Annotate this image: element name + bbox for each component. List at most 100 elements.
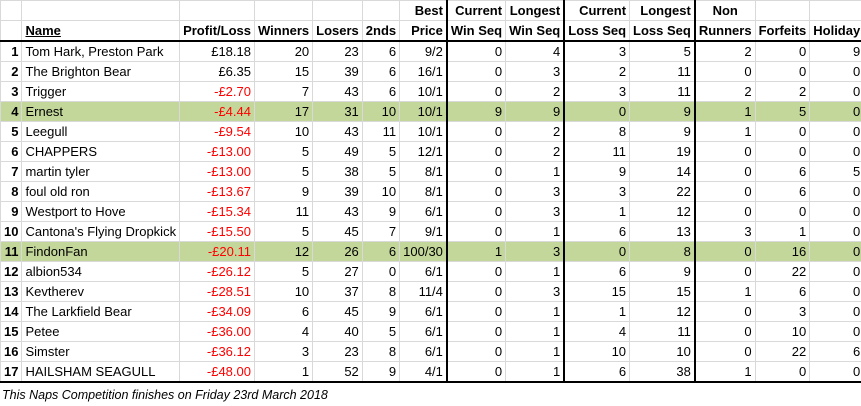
table-row: 3 Trigger -£2.70 7 43 6 10/1 0 2 3 11 2 2 0: [0, 81, 861, 102]
name-cell: Leegull: [21, 121, 181, 142]
table-row: 1 Tom Hark, Preston Park £18.18 20 23 6 9/2 0 4 3…: [0, 40, 861, 62]
best-price-cell: 8/1: [399, 181, 448, 202]
profit-loss-cell: -£2.70: [179, 81, 255, 102]
table-row: 17 HAILSHAM SEAGULL -£48.00 1 52 9 4/1 0 1 6 38 1 0 0: [0, 361, 861, 383]
name-cell: The Larkfield Bear: [21, 301, 181, 322]
rank-cell: 2: [0, 61, 23, 82]
winners-cell: 10: [253, 281, 314, 302]
rank-cell: 5: [0, 121, 23, 142]
header-cell: [809, 0, 861, 21]
current-loss-seq-cell: 1: [563, 301, 631, 322]
losers-cell: 23: [312, 341, 363, 362]
name-cell: Cantona's Flying Dropkick: [21, 221, 181, 242]
seconds-cell: 8: [361, 341, 401, 362]
header-best-top: Best: [399, 0, 448, 21]
holiday-cell: 0: [809, 301, 861, 322]
holiday-cell: 0: [809, 121, 861, 142]
losers-cell: 39: [312, 181, 363, 202]
holiday-cell: 0: [809, 321, 861, 342]
name-cell: Simster: [21, 341, 181, 362]
winners-cell: 5: [253, 221, 314, 242]
current-win-seq-cell: 0: [445, 361, 507, 383]
footer-note: This Naps Competition finishes on Friday…: [2, 388, 328, 402]
best-price-cell: 11/4: [399, 281, 448, 302]
current-win-seq-cell: 0: [445, 261, 507, 282]
holiday-cell: 0: [809, 81, 861, 102]
header-longest-win-top: Longest: [505, 0, 566, 21]
header-cell: [21, 0, 181, 21]
longest-win-seq-cell: 3: [505, 181, 566, 202]
holiday-cell: 6: [809, 341, 861, 362]
non-runners-cell: 0: [694, 141, 756, 162]
seconds-cell: 9: [361, 201, 401, 222]
seconds-cell: 0: [361, 261, 401, 282]
current-loss-seq-cell: 3: [563, 181, 631, 202]
forfeits-cell: 10: [754, 321, 811, 342]
current-win-seq-cell: 0: [445, 40, 507, 62]
seconds-cell: 9: [361, 361, 401, 383]
header-current-win-seq: Win Seq: [445, 20, 507, 42]
seconds-cell: 10: [361, 181, 401, 202]
holiday-cell: 0: [809, 201, 861, 222]
standings-table: Best Current Longest Current Longest Non…: [0, 0, 861, 383]
holiday-cell: 0: [809, 241, 861, 262]
longest-win-seq-cell: 1: [505, 301, 566, 322]
non-runners-cell: 0: [694, 321, 756, 342]
rank-cell: 8: [0, 181, 23, 202]
winners-cell: 1: [253, 361, 314, 383]
winners-cell: 3: [253, 341, 314, 362]
rank-cell: 17: [0, 361, 23, 383]
longest-win-seq-cell: 1: [505, 221, 566, 242]
holiday-cell: 0: [809, 101, 861, 122]
current-loss-seq-cell: 1: [563, 201, 631, 222]
profit-loss-cell: -£34.09: [179, 301, 255, 322]
forfeits-cell: 0: [754, 141, 811, 162]
profit-loss-cell: -£20.11: [179, 241, 255, 262]
forfeits-cell: 22: [754, 261, 811, 282]
winners-cell: 5: [253, 141, 314, 162]
header-rank: [0, 20, 23, 42]
rank-cell: 7: [0, 161, 23, 182]
losers-cell: 27: [312, 261, 363, 282]
best-price-cell: 9/2: [399, 40, 448, 62]
rank-cell: 14: [0, 301, 23, 322]
table-row: 7 martin tyler -£13.00 5 38 5 8/1 0 1 9 14 0 6 5: [0, 161, 861, 182]
forfeits-cell: 2: [754, 81, 811, 102]
profit-loss-cell: -£13.67: [179, 181, 255, 202]
current-loss-seq-cell: 15: [563, 281, 631, 302]
longest-loss-seq-cell: 9: [629, 121, 696, 142]
longest-loss-seq-cell: 8: [629, 241, 696, 262]
current-loss-seq-cell: 3: [563, 81, 631, 102]
holiday-cell: 0: [809, 61, 861, 82]
header-profit-loss: Profit/Loss: [179, 20, 255, 42]
forfeits-cell: 0: [754, 40, 811, 62]
header-longest-loss-top: Longest: [629, 0, 696, 21]
forfeits-cell: 6: [754, 181, 811, 202]
non-runners-cell: 0: [694, 181, 756, 202]
forfeits-cell: 6: [754, 161, 811, 182]
longest-loss-seq-cell: 12: [629, 301, 696, 322]
winners-cell: 15: [253, 61, 314, 82]
name-cell: Tom Hark, Preston Park: [21, 40, 181, 62]
winners-cell: 9: [253, 181, 314, 202]
best-price-cell: 10/1: [399, 101, 448, 122]
seconds-cell: 10: [361, 101, 401, 122]
longest-loss-seq-cell: 11: [629, 81, 696, 102]
header-losers: Losers: [312, 20, 363, 42]
longest-win-seq-cell: 2: [505, 81, 566, 102]
forfeits-cell: 1: [754, 221, 811, 242]
current-win-seq-cell: 0: [445, 341, 507, 362]
table-row: 12 albion534 -£26.12 5 27 0 6/1 0 1 6 9 0 22 0: [0, 261, 861, 282]
winners-cell: 6: [253, 301, 314, 322]
rank-cell: 3: [0, 81, 23, 102]
table-row: 9 Westport to Hove -£15.34 11 43 9 6/1 0 3 1 12 0 0 0: [0, 201, 861, 222]
longest-win-seq-cell: 1: [505, 361, 566, 383]
forfeits-cell: 0: [754, 361, 811, 383]
longest-win-seq-cell: 4: [505, 40, 566, 62]
holiday-cell: 9: [809, 40, 861, 62]
losers-cell: 49: [312, 141, 363, 162]
losers-cell: 23: [312, 40, 363, 62]
longest-win-seq-cell: 9: [505, 101, 566, 122]
best-price-cell: 100/30: [399, 241, 448, 262]
name-cell: Westport to Hove: [21, 201, 181, 222]
